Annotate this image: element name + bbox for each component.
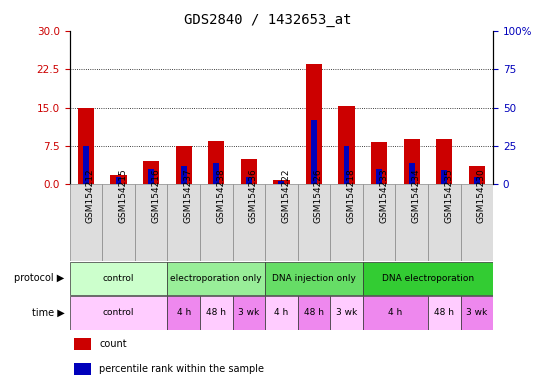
- Bar: [273, 180, 289, 184]
- Text: 3 wk: 3 wk: [238, 308, 259, 318]
- Bar: [110, 175, 126, 184]
- Bar: [265, 296, 297, 329]
- Bar: [70, 296, 167, 329]
- Bar: [468, 166, 485, 184]
- Text: GSM154236: GSM154236: [249, 169, 258, 223]
- Text: 4 h: 4 h: [176, 308, 191, 318]
- Bar: [306, 64, 322, 184]
- Bar: [474, 177, 480, 184]
- Bar: [167, 262, 265, 295]
- Bar: [330, 184, 363, 261]
- Text: 48 h: 48 h: [434, 308, 455, 318]
- Text: 48 h: 48 h: [304, 308, 324, 318]
- Text: DNA injection only: DNA injection only: [272, 274, 356, 283]
- Text: time ▶: time ▶: [32, 308, 64, 318]
- Bar: [208, 141, 225, 184]
- Text: control: control: [103, 308, 135, 318]
- Bar: [176, 146, 192, 184]
- Bar: [428, 296, 460, 329]
- Text: GSM154237: GSM154237: [184, 169, 192, 223]
- Bar: [167, 296, 200, 329]
- Bar: [233, 296, 265, 329]
- Text: GSM154226: GSM154226: [314, 169, 323, 223]
- Bar: [428, 184, 460, 261]
- Bar: [181, 166, 187, 184]
- Bar: [376, 169, 382, 184]
- Bar: [265, 184, 297, 261]
- Text: protocol ▶: protocol ▶: [14, 273, 64, 283]
- Bar: [409, 163, 415, 184]
- Bar: [371, 142, 388, 184]
- Bar: [167, 184, 200, 261]
- Bar: [363, 262, 493, 295]
- Text: 48 h: 48 h: [206, 308, 226, 318]
- Bar: [233, 184, 265, 261]
- Bar: [213, 163, 219, 184]
- Bar: [83, 146, 89, 184]
- Bar: [311, 120, 317, 184]
- Text: 3 wk: 3 wk: [336, 308, 357, 318]
- Bar: [297, 296, 330, 329]
- Text: GSM154230: GSM154230: [477, 169, 486, 223]
- Bar: [143, 161, 159, 184]
- Text: GSM154233: GSM154233: [379, 169, 388, 223]
- Bar: [102, 184, 135, 261]
- Bar: [363, 296, 428, 329]
- Text: electroporation only: electroporation only: [170, 274, 262, 283]
- Bar: [148, 169, 154, 184]
- Text: control: control: [103, 274, 135, 283]
- Bar: [74, 338, 91, 350]
- Text: GSM154238: GSM154238: [216, 169, 225, 223]
- Bar: [338, 106, 355, 184]
- Bar: [404, 139, 420, 184]
- Text: GSM154235: GSM154235: [444, 169, 453, 223]
- Bar: [344, 146, 349, 184]
- Bar: [135, 184, 167, 261]
- Bar: [70, 262, 167, 295]
- Bar: [74, 362, 91, 375]
- Text: GSM154215: GSM154215: [118, 169, 128, 223]
- Text: percentile rank within the sample: percentile rank within the sample: [99, 364, 264, 374]
- Bar: [441, 170, 447, 184]
- Bar: [70, 184, 102, 261]
- Bar: [460, 184, 493, 261]
- Bar: [116, 177, 122, 184]
- Text: 4 h: 4 h: [274, 308, 288, 318]
- Bar: [246, 177, 252, 184]
- Text: GSM154212: GSM154212: [86, 169, 95, 223]
- Text: 4 h: 4 h: [388, 308, 403, 318]
- Bar: [436, 139, 452, 184]
- Bar: [78, 108, 94, 184]
- Text: count: count: [99, 339, 127, 349]
- Text: 3 wk: 3 wk: [466, 308, 487, 318]
- Bar: [460, 296, 493, 329]
- Text: GDS2840 / 1432653_at: GDS2840 / 1432653_at: [184, 13, 352, 27]
- Bar: [200, 184, 233, 261]
- Text: GSM154222: GSM154222: [281, 169, 291, 223]
- Text: GSM154218: GSM154218: [347, 169, 355, 223]
- Bar: [396, 184, 428, 261]
- Text: GSM154216: GSM154216: [151, 169, 160, 223]
- Bar: [363, 184, 396, 261]
- Bar: [330, 296, 363, 329]
- Bar: [200, 296, 233, 329]
- Bar: [279, 181, 284, 184]
- Bar: [297, 184, 330, 261]
- Text: GSM154234: GSM154234: [412, 169, 421, 223]
- Bar: [241, 159, 257, 184]
- Text: DNA electroporation: DNA electroporation: [382, 274, 474, 283]
- Bar: [265, 262, 363, 295]
